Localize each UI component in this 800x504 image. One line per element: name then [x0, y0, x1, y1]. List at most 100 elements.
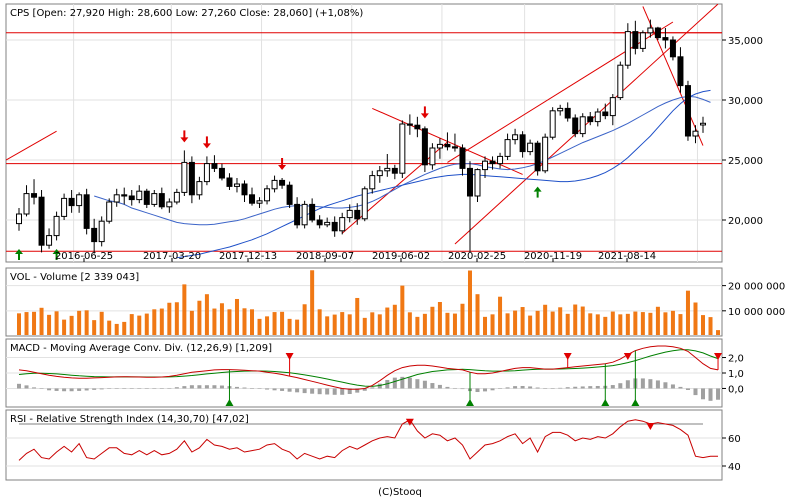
volume-bar [114, 323, 119, 335]
volume-bar [54, 311, 59, 335]
macd-histogram-bar [445, 386, 450, 389]
volume-bar [633, 311, 638, 335]
macd-histogram-bar [189, 385, 194, 389]
volume-bar [452, 313, 457, 335]
candle-body [647, 27, 654, 34]
volume-bar [250, 309, 255, 335]
volume-bar [197, 300, 202, 335]
volume-bar [204, 294, 209, 335]
macd-histogram-bar [640, 378, 645, 389]
price-y-tick-label: 30,000 [728, 96, 763, 107]
rsi-sell-marker [646, 423, 655, 430]
rsi-panel: RSI - Relative Strength Index (14,30,70)… [5, 409, 741, 481]
candle-body [609, 97, 616, 117]
macd-histogram-bar [573, 386, 578, 389]
macd-histogram-bar [219, 385, 224, 389]
candle-body [143, 190, 150, 205]
candle-body [512, 134, 519, 141]
macd-histogram-bar [678, 386, 683, 389]
macd-buy-marker [225, 399, 234, 406]
candle-body [399, 123, 406, 174]
candle-body [106, 201, 113, 222]
volume-bar [460, 303, 465, 335]
macd-histogram-bar [460, 388, 465, 390]
candle-body [669, 39, 676, 58]
volume-bar [159, 308, 164, 335]
volume-bar [32, 311, 37, 335]
price-annotations [15, 106, 542, 260]
volume-bar [265, 316, 270, 335]
candle-body [504, 139, 511, 157]
candle-body [151, 193, 158, 205]
candle-body [361, 188, 368, 220]
macd-histogram-bar [340, 388, 345, 395]
price-x-tick-label: 2018-09-07 [296, 251, 354, 262]
candle-body [121, 194, 128, 197]
macd-histogram-bar [77, 388, 82, 391]
macd-histogram-bar [422, 380, 427, 389]
volume-bar [610, 311, 615, 335]
volume-bar [234, 298, 239, 335]
candle-body [339, 217, 346, 232]
volume-bar [182, 284, 187, 335]
macd-histogram-bar [310, 388, 315, 394]
volume-bar [137, 315, 142, 335]
rsi-y-tick-label: 60 [728, 434, 741, 445]
macd-histogram-bar [167, 387, 172, 389]
macd-histogram-bar [159, 388, 164, 389]
volume-bar [242, 308, 247, 335]
rsi-y-tick-label: 40 [728, 462, 741, 473]
candle-body [534, 142, 541, 172]
volume-bar [62, 319, 67, 335]
volume-y-tick-label: 10 000 000 [728, 307, 785, 318]
volume-bar [467, 270, 472, 335]
volume-bar [701, 315, 705, 335]
macd-histogram-bar [69, 388, 74, 392]
macd-histogram-bar [302, 388, 307, 394]
candle-body [188, 161, 195, 196]
volume-bar [716, 330, 721, 335]
price-header: CPS [Open: 27,920 High: 28,600 Low: 27,2… [10, 8, 363, 19]
candle-body [196, 181, 203, 196]
macd-histogram-bar [92, 388, 97, 390]
volume-bar [708, 317, 713, 335]
volume-bar [415, 316, 420, 335]
candle-body [83, 194, 90, 229]
candle-body [414, 124, 421, 130]
trend-line [6, 130, 57, 161]
macd-histogram-bar [392, 377, 397, 389]
candle-body [203, 163, 210, 183]
long-moving-average-line [176, 89, 711, 259]
macd-histogram-bar [257, 388, 262, 389]
macd-histogram-bar [505, 387, 510, 389]
volume-bar [302, 304, 307, 335]
rsi-title: RSI - Relative Strength Index (14,30,70)… [10, 414, 249, 425]
volume-bar [77, 310, 82, 335]
rsi-sell-marker [405, 418, 414, 426]
price-x-tick-label: 2017-12-13 [219, 251, 277, 262]
macd-histogram-bar [212, 385, 217, 389]
macd-line [18, 345, 719, 390]
footer-copyright: (C)Stooq [378, 487, 422, 498]
candle-body [436, 143, 443, 149]
candle-body [594, 111, 601, 123]
macd-histogram-bar [415, 379, 420, 389]
macd-histogram-bar [490, 388, 495, 391]
volume-bar [648, 312, 653, 335]
price-x-tick-label: 2020-02-25 [448, 251, 506, 262]
volume-bar [107, 320, 112, 335]
macd-histogram-bar [437, 384, 442, 389]
macd-histogram-bar [400, 376, 405, 389]
macd-histogram-bar [513, 386, 518, 389]
macd-signal-markers [225, 350, 723, 406]
volume-bar [407, 312, 412, 335]
rsi-signal-markers [405, 418, 655, 430]
macd-histogram-bar [174, 387, 179, 389]
macd-histogram-bar [475, 388, 480, 393]
rsi-line [18, 419, 718, 461]
candle-body [519, 134, 526, 153]
volume-bar [625, 313, 630, 335]
macd-histogram-bar [543, 388, 548, 389]
candle-body [286, 184, 293, 205]
